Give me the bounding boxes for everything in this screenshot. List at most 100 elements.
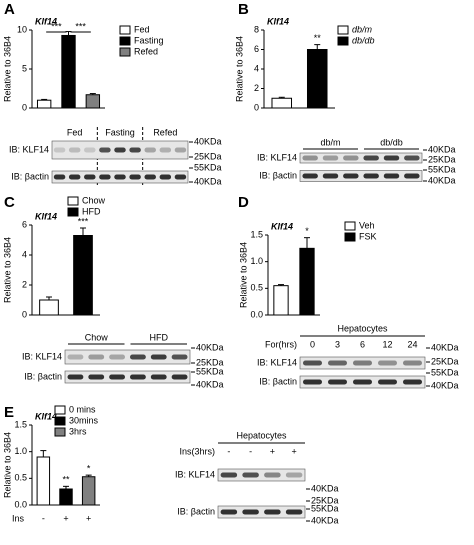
bar bbox=[273, 285, 289, 316]
y-tick-label: 1.0 bbox=[250, 256, 263, 266]
legend-label: db/m bbox=[352, 24, 373, 34]
chart-title: Klf14 bbox=[35, 211, 57, 221]
band bbox=[159, 174, 172, 180]
marker-label: 25KDa bbox=[428, 154, 456, 164]
band bbox=[68, 147, 81, 153]
legend-swatch bbox=[337, 36, 349, 46]
legend-swatch bbox=[54, 427, 66, 437]
y-tick-label: 4 bbox=[22, 249, 27, 259]
lane-label: 0 bbox=[310, 339, 315, 349]
band bbox=[88, 374, 105, 380]
x-tick-label: - bbox=[42, 513, 45, 523]
x-axis-label: Ins bbox=[12, 513, 25, 523]
legend-swatch bbox=[54, 416, 66, 426]
chart-title: Klf14 bbox=[35, 411, 57, 421]
significance: * bbox=[87, 464, 91, 474]
band bbox=[114, 174, 126, 180]
lane-group-label: Fed bbox=[67, 127, 83, 137]
band bbox=[144, 147, 156, 153]
y-axis-label: Relative to 36B4 bbox=[234, 36, 244, 102]
lane-group-label: HFD bbox=[150, 332, 169, 342]
marker-label: 40KDa bbox=[431, 342, 459, 352]
band bbox=[99, 147, 111, 153]
chart-title: Klf14 bbox=[271, 221, 293, 231]
legend-label: Veh bbox=[359, 220, 375, 230]
marker-label: 55KDa bbox=[196, 366, 224, 376]
y-tick-label: 1.5 bbox=[14, 419, 27, 429]
marker-label: 40KDa bbox=[428, 144, 456, 154]
band bbox=[144, 174, 156, 180]
marker-label: 25KDa bbox=[194, 151, 222, 161]
band bbox=[114, 147, 126, 153]
marker-label: 25KDa bbox=[196, 357, 224, 367]
row-label: IB: βactin bbox=[24, 371, 62, 381]
band bbox=[404, 155, 420, 161]
marker-label: 40KDa bbox=[196, 342, 224, 352]
band bbox=[404, 173, 420, 179]
row-label: IB: βactin bbox=[259, 170, 297, 180]
marker-label: 40KDa bbox=[428, 175, 456, 185]
panel-label: C bbox=[4, 194, 15, 211]
legend-label: Fasting bbox=[134, 35, 164, 45]
y-axis-label: Relative to 36B4 bbox=[2, 36, 12, 102]
blot-strip bbox=[299, 170, 423, 182]
row-label: IB: KLF14 bbox=[22, 351, 62, 361]
band bbox=[378, 379, 397, 385]
marker-label: 25KDa bbox=[431, 356, 459, 366]
band bbox=[150, 354, 167, 360]
row-label: IB: KLF14 bbox=[257, 152, 297, 162]
y-tick-label: 1.5 bbox=[250, 229, 263, 239]
lane-label: + bbox=[291, 446, 296, 456]
lane-label: 6 bbox=[360, 339, 365, 349]
marker-label: 55KDa bbox=[431, 367, 459, 377]
band bbox=[303, 360, 322, 366]
bar bbox=[85, 94, 101, 109]
band bbox=[220, 509, 238, 515]
significance: *** bbox=[75, 21, 86, 31]
legend-label: 30mins bbox=[69, 415, 99, 425]
band bbox=[302, 173, 318, 179]
band bbox=[109, 354, 125, 360]
legend-label: 0 mins bbox=[69, 404, 96, 414]
bar bbox=[73, 235, 93, 316]
band bbox=[220, 472, 238, 478]
significance: *** bbox=[78, 216, 89, 226]
legend-label: 3hrs bbox=[69, 426, 87, 436]
band bbox=[171, 374, 188, 380]
lane-group-label: db/m bbox=[320, 137, 340, 147]
y-tick-label: 6 bbox=[254, 44, 259, 54]
band bbox=[68, 174, 81, 180]
y-tick-label: 6 bbox=[22, 219, 27, 229]
legend-swatch bbox=[119, 36, 131, 46]
band bbox=[383, 155, 400, 161]
marker-label: 55KDa bbox=[428, 164, 456, 174]
panel-label: D bbox=[238, 194, 249, 211]
significance: ** bbox=[314, 33, 322, 43]
band bbox=[53, 174, 66, 180]
y-tick-label: 2 bbox=[254, 83, 259, 93]
band bbox=[242, 509, 259, 515]
legend-label: HFD bbox=[82, 206, 101, 216]
band bbox=[84, 174, 96, 180]
lane-group-label: db/db bbox=[380, 137, 403, 147]
bar bbox=[61, 34, 76, 109]
band bbox=[99, 174, 111, 180]
band bbox=[53, 147, 66, 153]
x-tick-label: + bbox=[86, 513, 91, 523]
band bbox=[129, 147, 141, 153]
band bbox=[328, 360, 347, 366]
legend-label: Chow bbox=[82, 195, 106, 205]
legend-swatch bbox=[67, 207, 79, 217]
panel-label: B bbox=[238, 1, 249, 18]
significance: *** bbox=[51, 21, 62, 31]
legend-swatch bbox=[67, 196, 79, 206]
band bbox=[343, 155, 359, 161]
band bbox=[343, 173, 359, 179]
condition-label: Ins(3hrs) bbox=[179, 446, 215, 456]
band bbox=[67, 374, 84, 380]
lane-label: - bbox=[249, 446, 252, 456]
blot-strip bbox=[217, 468, 306, 482]
band bbox=[285, 472, 303, 478]
y-tick-label: 0 bbox=[22, 309, 27, 319]
significance: ** bbox=[62, 475, 70, 485]
